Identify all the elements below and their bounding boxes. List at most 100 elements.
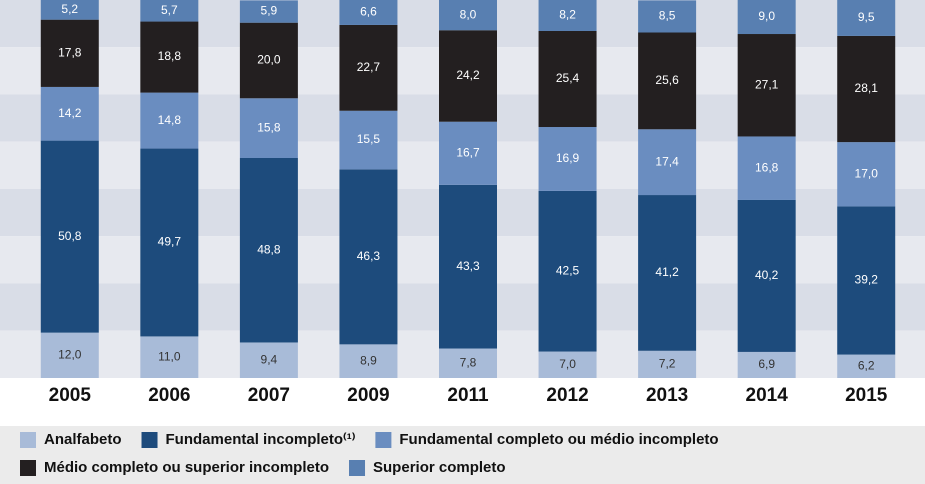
- value-label: 41,2: [655, 265, 679, 279]
- value-label: 24,2: [456, 68, 480, 82]
- value-label: 50,8: [58, 229, 82, 243]
- bar-segment: [239, 342, 298, 378]
- bar-segment: [239, 22, 298, 99]
- value-label: 48,8: [257, 242, 281, 256]
- value-label: 16,7: [456, 145, 480, 159]
- x-tick-label: 2006: [148, 385, 190, 406]
- bar-segment: [40, 0, 99, 20]
- value-label: 8,0: [460, 7, 477, 21]
- legend-label: Analfabeto: [44, 431, 122, 448]
- value-label: 9,0: [758, 9, 775, 23]
- value-label: 7,2: [659, 357, 676, 371]
- bar-segment: [837, 354, 896, 378]
- value-label: 8,5: [659, 9, 676, 23]
- legend-swatch: [375, 432, 392, 448]
- x-tick-label: 2011: [447, 385, 489, 406]
- bar-segment: [538, 351, 597, 378]
- value-label: 6,6: [360, 5, 377, 19]
- legend-swatch: [20, 432, 36, 448]
- value-label: 27,1: [755, 77, 779, 91]
- legend-label: Fundamental incompleto⁽¹⁾: [166, 431, 356, 448]
- value-label: 12,0: [58, 347, 82, 361]
- legend-swatch: [349, 460, 366, 476]
- x-tick-label: 2014: [746, 385, 789, 406]
- value-label: 7,0: [559, 357, 576, 371]
- value-label: 40,2: [755, 268, 779, 282]
- value-label: 17,0: [855, 166, 879, 180]
- value-label: 14,8: [158, 113, 182, 127]
- bar-segment: [837, 0, 896, 36]
- bar-segment: [40, 19, 99, 87]
- value-label: 6,9: [758, 357, 775, 371]
- value-label: 5,2: [61, 2, 78, 16]
- value-label: 22,7: [357, 60, 381, 74]
- bar-segment: [737, 199, 796, 352]
- value-label: 17,8: [58, 45, 82, 59]
- value-label: 28,1: [855, 81, 879, 95]
- value-label: 16,8: [755, 160, 779, 174]
- bar-segment: [837, 206, 896, 355]
- bar-segment: [737, 351, 796, 378]
- bar-segment: [538, 190, 597, 352]
- bar-segment: [339, 0, 398, 25]
- value-label: 6,2: [858, 358, 875, 372]
- value-label: 46,3: [357, 249, 381, 263]
- value-label: 7,8: [460, 355, 477, 369]
- bar-segment: [439, 121, 497, 185]
- value-label: 15,5: [357, 132, 381, 146]
- bar-segment: [737, 136, 796, 200]
- bar-segment: [239, 98, 298, 159]
- value-label: 8,9: [360, 353, 377, 367]
- value-label: 5,7: [161, 3, 178, 17]
- bar-segment: [140, 92, 199, 149]
- bar-segment: [239, 0, 298, 23]
- bar-segment: [638, 195, 697, 351]
- bar-segment: [339, 169, 398, 345]
- bar-segment: [638, 350, 697, 378]
- value-label: 49,7: [158, 235, 182, 249]
- value-label: 25,4: [556, 71, 580, 85]
- bar-segment: [140, 336, 199, 378]
- bar-segment: [239, 158, 298, 343]
- value-label: 39,2: [855, 273, 879, 287]
- bar-segment: [837, 35, 896, 143]
- legend-label: Médio completo ou superior incompleto: [44, 459, 329, 476]
- bar-segment: [40, 332, 99, 378]
- value-label: 9,4: [261, 352, 278, 366]
- bar-segment: [140, 0, 199, 22]
- value-label: 9,5: [858, 10, 875, 24]
- x-tick-label: 2013: [646, 385, 688, 406]
- legend-swatch: [141, 432, 158, 448]
- legend-swatch: [20, 460, 36, 476]
- value-label: 18,8: [158, 49, 182, 63]
- bar-segment: [837, 142, 896, 207]
- value-label: 17,4: [655, 154, 679, 168]
- bar-segment: [638, 32, 697, 130]
- bar-segment: [140, 148, 199, 337]
- legend-label: Superior completo: [373, 459, 506, 476]
- bar-segment: [638, 0, 697, 33]
- value-label: 43,3: [456, 259, 480, 273]
- bar-segment: [538, 30, 597, 128]
- x-tick-label: 2015: [845, 385, 888, 406]
- bar-segment: [538, 0, 597, 31]
- bar-segment: [339, 110, 398, 170]
- bar-segment: [538, 127, 597, 191]
- bar-segment: [439, 0, 497, 31]
- x-tick-label: 2005: [49, 385, 92, 406]
- value-label: 20,0: [257, 53, 281, 67]
- value-label: 8,2: [559, 8, 576, 22]
- value-label: 25,6: [655, 73, 679, 87]
- bar-segment: [737, 0, 796, 35]
- bar-segment: [339, 344, 398, 378]
- value-label: 42,5: [556, 263, 580, 277]
- bar-segment: [439, 184, 497, 349]
- value-label: 5,9: [261, 4, 278, 18]
- x-tick-label: 2012: [546, 385, 588, 406]
- legend-label: Fundamental completo ou médio incompleto: [399, 431, 718, 448]
- x-tick-label: 2009: [347, 385, 389, 406]
- bar-segment: [339, 24, 398, 111]
- value-label: 16,9: [556, 151, 580, 165]
- bar-segment: [40, 86, 99, 141]
